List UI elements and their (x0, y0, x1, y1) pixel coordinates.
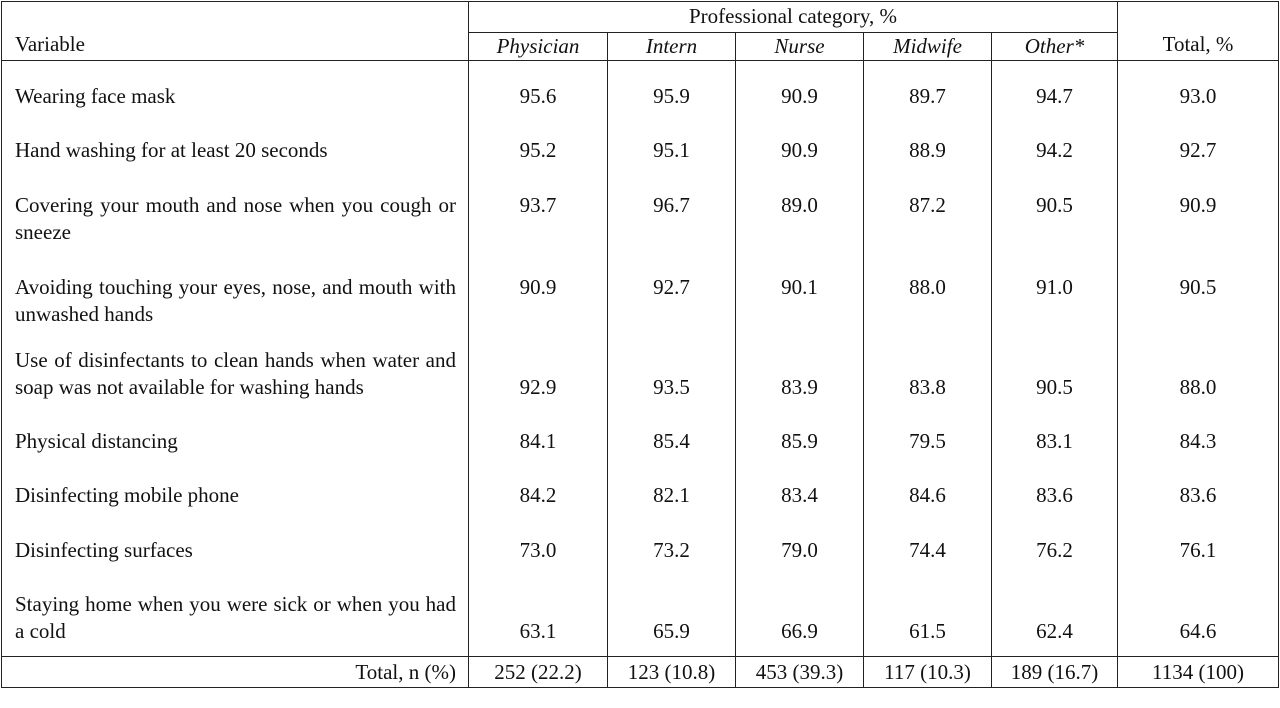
cell-value: 94.7 (990, 60, 1119, 115)
cell-total: 92.7 (1117, 114, 1280, 170)
cell-value: 79.5 (863, 413, 992, 468)
cell-total: 93.0 (1117, 60, 1280, 115)
cell-total-n: 252 (22.2) (468, 656, 608, 688)
cell-total: 84.3 (1117, 413, 1280, 468)
cell-value: 61.5 (863, 576, 992, 657)
cell-total: 64.6 (1117, 576, 1280, 657)
cell-total-n: 123 (10.8) (607, 656, 736, 688)
cell-total-n: 117 (10.3) (863, 656, 992, 688)
cell-value: 84.1 (468, 413, 608, 468)
cell-total: 90.9 (1117, 169, 1280, 252)
cell-value: 83.9 (735, 332, 864, 414)
row-label: Staying home when you were sick or when … (1, 576, 469, 657)
header-total: Total, % (1117, 1, 1280, 61)
cell-total-n: 189 (16.7) (990, 656, 1119, 688)
row-label: Physical distancing (1, 413, 469, 468)
cell-value: 84.2 (468, 467, 608, 523)
row-label: Wearing face mask (1, 60, 469, 115)
cell-value: 88.0 (863, 251, 992, 333)
cell-total: 90.5 (1117, 251, 1280, 333)
row-label: Avoiding touching your eyes, nose, and m… (1, 251, 469, 333)
header-category-midwife: Midwife (863, 32, 992, 61)
row-label: Disinfecting surfaces (1, 522, 469, 577)
table-row: Disinfecting surfaces 73.0 73.2 79.0 74.… (1, 522, 1280, 577)
table-row: Use of disinfectants to clean hands when… (1, 332, 1280, 414)
table-row: Staying home when you were sick or when … (1, 576, 1280, 657)
cell-value: 90.9 (468, 251, 608, 333)
cell-value: 92.7 (607, 251, 736, 333)
cell-value: 85.9 (735, 413, 864, 468)
cell-value: 91.0 (990, 251, 1119, 333)
row-label: Covering your mouth and nose when you co… (1, 169, 469, 252)
data-table: Variable Professional category, % Total,… (1, 1, 1280, 688)
cell-value: 65.9 (607, 576, 736, 657)
header-category-nurse: Nurse (735, 32, 864, 61)
header-variable: Variable (1, 1, 469, 61)
cell-value: 93.7 (468, 169, 608, 252)
cell-total-n: 453 (39.3) (735, 656, 864, 688)
table-row: Covering your mouth and nose when you co… (1, 169, 1280, 252)
cell-value: 93.5 (607, 332, 736, 414)
table-row: Disinfecting mobile phone 84.2 82.1 83.4… (1, 467, 1280, 523)
table-row: Hand washing for at least 20 seconds 95.… (1, 114, 1280, 170)
cell-value: 85.4 (607, 413, 736, 468)
cell-value: 79.0 (735, 522, 864, 577)
cell-value: 90.9 (735, 114, 864, 170)
header-category-intern: Intern (607, 32, 736, 61)
cell-value: 84.6 (863, 467, 992, 523)
header-professional-category: Professional category, % (467, 1, 1119, 33)
cell-grand-total: 1134 (100) (1117, 656, 1280, 688)
cell-value: 90.5 (990, 169, 1119, 252)
cell-value: 62.4 (990, 576, 1119, 657)
cell-value: 96.7 (607, 169, 736, 252)
row-label: Hand washing for at least 20 seconds (1, 114, 469, 170)
cell-value: 95.1 (607, 114, 736, 170)
cell-value: 94.2 (990, 114, 1119, 170)
cell-value: 90.5 (990, 332, 1119, 414)
cell-value: 73.0 (468, 522, 608, 577)
cell-value: 89.7 (863, 60, 992, 115)
cell-value: 83.8 (863, 332, 992, 414)
cell-total: 76.1 (1117, 522, 1280, 577)
table-row: Avoiding touching your eyes, nose, and m… (1, 251, 1280, 333)
cell-value: 87.2 (863, 169, 992, 252)
cell-value: 83.4 (735, 467, 864, 523)
cell-total: 88.0 (1117, 332, 1280, 414)
cell-value: 95.2 (468, 114, 608, 170)
table-row: Physical distancing 84.1 85.4 85.9 79.5 … (1, 413, 1280, 468)
cell-value: 95.9 (607, 60, 736, 115)
cell-value: 90.1 (735, 251, 864, 333)
cell-total: 83.6 (1117, 467, 1280, 523)
cell-value: 76.2 (990, 522, 1119, 577)
table-row-totals: Total, n (%) 252 (22.2) 123 (10.8) 453 (… (1, 656, 1280, 688)
cell-value: 83.1 (990, 413, 1119, 468)
cell-value: 83.6 (990, 467, 1119, 523)
cell-value: 92.9 (468, 332, 608, 414)
cell-value: 74.4 (863, 522, 992, 577)
cell-value: 63.1 (468, 576, 608, 657)
cell-value: 90.9 (735, 60, 864, 115)
cell-value: 95.6 (468, 60, 608, 115)
header-category-physician: Physician (468, 32, 608, 61)
row-label: Use of disinfectants to clean hands when… (1, 332, 469, 414)
cell-value: 66.9 (735, 576, 864, 657)
cell-value: 82.1 (607, 467, 736, 523)
row-label: Disinfecting mobile phone (1, 467, 469, 523)
totals-label: Total, n (%) (1, 656, 469, 688)
cell-value: 89.0 (735, 169, 864, 252)
cell-value: 88.9 (863, 114, 992, 170)
table-row: Wearing face mask 95.6 95.9 90.9 89.7 94… (1, 60, 1280, 115)
header-category-other: Other* (990, 32, 1119, 61)
cell-value: 73.2 (607, 522, 736, 577)
